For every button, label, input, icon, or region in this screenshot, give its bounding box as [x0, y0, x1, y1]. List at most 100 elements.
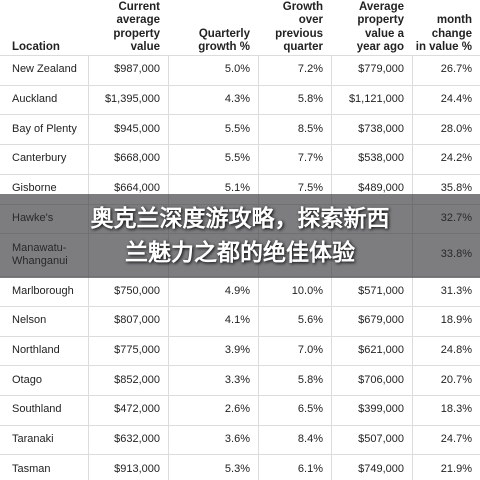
- value-cell: 5.6%: [297, 314, 323, 327]
- header-text: year ago: [356, 41, 404, 53]
- value-cell: 8.5%: [297, 122, 323, 135]
- value-cell: 35.8%: [440, 182, 472, 195]
- row-border: [0, 84, 480, 86]
- value-cell: $749,000: [358, 462, 404, 475]
- value-cell: $664,000: [114, 182, 160, 195]
- header-text: Growth: [282, 0, 323, 13]
- value-cell: 3.3%: [224, 373, 250, 386]
- value-cell: $538,000: [358, 152, 404, 165]
- location-cell: Nelson: [12, 314, 47, 327]
- value-cell: $1,395,000: [104, 93, 160, 106]
- header-text: quarter: [283, 41, 323, 53]
- value-cell: $913,000: [114, 462, 160, 475]
- value-cell: $779,000: [358, 63, 404, 76]
- value-cell: $621,000: [358, 343, 404, 356]
- header-text: previous: [275, 27, 323, 40]
- header-text: month: [436, 14, 472, 26]
- row-border: [0, 424, 480, 426]
- value-cell: 6.5%: [297, 403, 323, 416]
- value-cell: 7.5%: [297, 182, 323, 195]
- banner-line: 兰魅力之都的绝佳体验: [125, 240, 355, 266]
- location-cell: Otago: [12, 373, 42, 386]
- location-cell: Taranaki: [12, 433, 54, 446]
- value-cell: 26.7%: [440, 63, 472, 76]
- value-cell: 28.0%: [440, 122, 472, 135]
- row-border: [0, 55, 480, 56]
- value-cell: 24.2%: [440, 152, 472, 165]
- header-text: in value %: [415, 41, 472, 53]
- header-text: Location: [12, 41, 60, 53]
- value-cell: $750,000: [114, 284, 160, 297]
- value-cell: 24.7%: [440, 433, 472, 446]
- value-cell: $472,000: [114, 403, 160, 416]
- value-cell: 5.0%: [224, 63, 250, 76]
- value-cell: $807,000: [114, 314, 160, 327]
- row-border: [0, 365, 480, 367]
- row-border: [0, 305, 480, 307]
- header-text: over: [298, 14, 323, 26]
- row-border: [0, 454, 480, 456]
- value-cell: 5.1%: [224, 182, 250, 195]
- location-cell: New Zealand: [12, 63, 77, 76]
- value-cell: $1,121,000: [348, 93, 404, 106]
- value-cell: $679,000: [358, 314, 404, 327]
- header-text: value: [130, 41, 160, 53]
- value-cell: 20.7%: [440, 373, 472, 386]
- location-cell: Southland: [12, 403, 62, 416]
- header-text: Average: [359, 0, 404, 13]
- value-cell: $775,000: [114, 343, 160, 356]
- row-border: [0, 114, 480, 116]
- value-cell: $706,000: [358, 373, 404, 386]
- row-border: [0, 144, 480, 146]
- value-cell: 4.1%: [224, 314, 250, 327]
- location-cell: Marlborough: [12, 284, 74, 297]
- row-border: [0, 173, 480, 175]
- value-cell: 7.7%: [297, 152, 323, 165]
- value-cell: $852,000: [114, 373, 160, 386]
- value-cell: 18.9%: [440, 314, 472, 327]
- location-cell: Tasman: [12, 462, 51, 475]
- value-cell: 2.6%: [224, 403, 250, 416]
- header-text: Quarterly: [198, 27, 250, 40]
- value-cell: 5.8%: [297, 373, 323, 386]
- banner-line: 奥克兰深度游攻略，探索新西: [90, 206, 390, 232]
- value-cell: $489,000: [358, 182, 404, 195]
- header-text: Current: [118, 0, 160, 13]
- location-cell: Northland: [12, 343, 60, 356]
- value-cell: 8.4%: [297, 433, 323, 446]
- location-cell: Auckland: [12, 93, 58, 106]
- row-border: [0, 335, 480, 337]
- header-text: change: [431, 27, 472, 40]
- row-border: [0, 395, 480, 396]
- value-cell: 24.8%: [440, 343, 472, 356]
- location-cell: Bay of Plenty: [12, 122, 77, 135]
- value-cell: 10.0%: [291, 284, 323, 297]
- value-cell: 5.3%: [224, 462, 250, 475]
- header-text: property: [357, 14, 404, 26]
- value-cell: 21.9%: [440, 462, 472, 475]
- header-text: average: [116, 14, 160, 26]
- location-cell: Gisborne: [12, 182, 57, 195]
- value-cell: $738,000: [358, 122, 404, 135]
- value-cell: 18.3%: [440, 403, 472, 416]
- value-cell: $507,000: [358, 433, 404, 446]
- value-cell: 4.9%: [224, 284, 250, 297]
- value-cell: 7.2%: [297, 63, 323, 76]
- value-cell: 3.6%: [224, 433, 250, 446]
- header-text: property: [113, 27, 160, 40]
- value-cell: 5.5%: [224, 152, 250, 165]
- value-cell: $945,000: [114, 122, 160, 135]
- value-cell: 31.3%: [440, 284, 472, 297]
- value-cell: 5.5%: [224, 122, 250, 135]
- value-cell: $399,000: [358, 403, 404, 416]
- value-cell: 24.4%: [440, 93, 472, 106]
- value-cell: $668,000: [114, 152, 160, 165]
- value-cell: 5.8%: [297, 93, 323, 106]
- value-cell: $632,000: [114, 433, 160, 446]
- value-cell: 7.0%: [297, 343, 323, 356]
- banner: 奥克兰深度游攻略，探索新西 兰魅力之都的绝佳体验: [0, 194, 480, 278]
- value-cell: 4.3%: [224, 93, 250, 106]
- value-cell: 3.9%: [224, 343, 250, 356]
- value-cell: $987,000: [114, 63, 160, 76]
